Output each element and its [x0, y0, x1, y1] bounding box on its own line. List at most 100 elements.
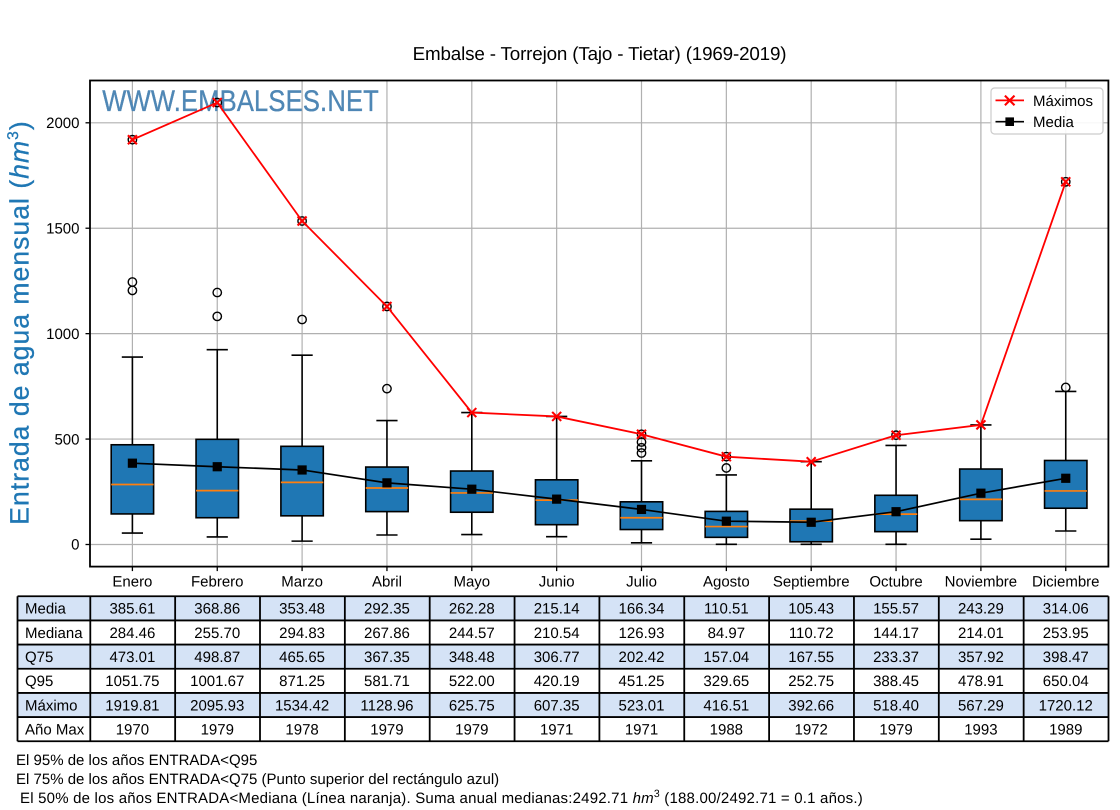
svg-text:1979: 1979 — [455, 721, 488, 738]
svg-text:385.61: 385.61 — [109, 601, 155, 618]
svg-text:Mediana: Mediana — [25, 625, 83, 642]
svg-text:Junio: Junio — [539, 574, 575, 591]
svg-text:314.06: 314.06 — [1043, 601, 1089, 618]
svg-text:2000: 2000 — [46, 115, 79, 132]
svg-text:WWW.EMBALSES.NET: WWW.EMBALSES.NET — [102, 85, 379, 118]
svg-text:478.91: 478.91 — [958, 673, 1004, 690]
svg-text:292.35: 292.35 — [364, 601, 410, 618]
svg-text:Embalse - Torrejon (Tajo - Tie: Embalse - Torrejon (Tajo - Tietar) (1969… — [413, 43, 787, 64]
svg-text:267.86: 267.86 — [364, 625, 410, 642]
svg-text:392.66: 392.66 — [788, 697, 834, 714]
svg-text:2095.93: 2095.93 — [190, 697, 244, 714]
svg-text:110.51: 110.51 — [704, 601, 749, 618]
svg-text:1001.67: 1001.67 — [190, 673, 244, 690]
svg-text:581.71: 581.71 — [364, 673, 410, 690]
svg-text:871.25: 871.25 — [279, 673, 325, 690]
svg-text:1500: 1500 — [46, 220, 79, 237]
svg-text:1993: 1993 — [964, 721, 997, 738]
svg-text:Entrada de agua mensual (hm3): Entrada de agua mensual (hm3) — [5, 120, 35, 524]
svg-text:1988: 1988 — [710, 721, 743, 738]
svg-text:El 95% de los años ENTRADA<Q95: El 95% de los años ENTRADA<Q95 — [16, 752, 257, 769]
svg-text:1051.75: 1051.75 — [105, 673, 159, 690]
svg-text:110.72: 110.72 — [789, 625, 834, 642]
svg-text:1979: 1979 — [879, 721, 912, 738]
svg-text:1919.81: 1919.81 — [105, 697, 159, 714]
svg-text:84.97: 84.97 — [708, 625, 746, 642]
svg-text:262.28: 262.28 — [449, 601, 495, 618]
svg-text:Año Max: Año Max — [25, 721, 85, 738]
svg-text:416.51: 416.51 — [703, 697, 749, 714]
svg-text:Octubre: Octubre — [869, 574, 922, 591]
svg-text:518.40: 518.40 — [873, 697, 919, 714]
svg-text:El 75% de los años ENTRADA<Q75: El 75% de los años ENTRADA<Q75 (Punto su… — [16, 771, 499, 788]
svg-text:367.35: 367.35 — [364, 649, 410, 666]
svg-text:388.45: 388.45 — [873, 673, 919, 690]
svg-text:420.19: 420.19 — [534, 673, 580, 690]
svg-text:244.57: 244.57 — [449, 625, 495, 642]
svg-text:625.75: 625.75 — [449, 697, 495, 714]
svg-text:348.48: 348.48 — [449, 649, 495, 666]
svg-text:Julio: Julio — [626, 574, 657, 591]
svg-text:Septiembre: Septiembre — [773, 574, 850, 591]
svg-text:Q75: Q75 — [25, 649, 53, 666]
svg-text:Q95: Q95 — [25, 673, 53, 690]
svg-text:650.04: 650.04 — [1043, 673, 1089, 690]
svg-text:465.65: 465.65 — [279, 649, 325, 666]
svg-text:El 50% de los años ENTRADA<Med: El 50% de los años ENTRADA<Mediana (Líne… — [20, 788, 863, 807]
svg-text:1979: 1979 — [370, 721, 403, 738]
svg-text:498.87: 498.87 — [194, 649, 240, 666]
svg-text:329.65: 329.65 — [703, 673, 749, 690]
svg-text:Máximo: Máximo — [25, 697, 78, 714]
svg-text:1971: 1971 — [540, 721, 573, 738]
svg-text:253.95: 253.95 — [1043, 625, 1089, 642]
svg-text:Enero: Enero — [112, 574, 152, 591]
svg-text:210.54: 210.54 — [534, 625, 580, 642]
svg-text:Media: Media — [1033, 114, 1075, 131]
svg-text:202.42: 202.42 — [619, 649, 665, 666]
svg-text:523.01: 523.01 — [619, 697, 665, 714]
svg-text:144.17: 144.17 — [873, 625, 919, 642]
svg-text:451.25: 451.25 — [619, 673, 665, 690]
svg-text:294.83: 294.83 — [279, 625, 325, 642]
svg-text:1000: 1000 — [46, 326, 79, 343]
svg-text:0: 0 — [71, 537, 79, 554]
svg-text:255.70: 255.70 — [194, 625, 240, 642]
svg-text:353.48: 353.48 — [279, 601, 325, 618]
svg-text:1978: 1978 — [285, 721, 318, 738]
svg-text:1972: 1972 — [795, 721, 828, 738]
svg-text:252.75: 252.75 — [788, 673, 834, 690]
svg-text:567.29: 567.29 — [958, 697, 1004, 714]
svg-text:607.35: 607.35 — [534, 697, 580, 714]
svg-text:1971: 1971 — [625, 721, 658, 738]
svg-text:368.86: 368.86 — [194, 601, 240, 618]
svg-text:233.37: 233.37 — [873, 649, 919, 666]
svg-text:126.93: 126.93 — [619, 625, 665, 642]
svg-text:284.46: 284.46 — [109, 625, 155, 642]
svg-text:306.77: 306.77 — [534, 649, 580, 666]
svg-text:Máximos: Máximos — [1033, 93, 1093, 110]
svg-text:105.43: 105.43 — [788, 601, 834, 618]
svg-text:157.04: 157.04 — [703, 649, 749, 666]
svg-text:357.92: 357.92 — [958, 649, 1004, 666]
svg-text:1970: 1970 — [116, 721, 149, 738]
svg-text:Abril: Abril — [372, 574, 402, 591]
svg-text:1534.42: 1534.42 — [275, 697, 329, 714]
svg-text:522.00: 522.00 — [449, 673, 495, 690]
svg-text:1720.12: 1720.12 — [1039, 697, 1093, 714]
svg-text:473.01: 473.01 — [109, 649, 155, 666]
svg-text:155.57: 155.57 — [873, 601, 919, 618]
svg-text:Marzo: Marzo — [281, 574, 323, 591]
svg-text:1128.96: 1128.96 — [360, 697, 413, 714]
svg-text:243.29: 243.29 — [958, 601, 1004, 618]
svg-text:Noviembre: Noviembre — [945, 574, 1018, 591]
svg-text:Febrero: Febrero — [191, 574, 244, 591]
svg-text:1979: 1979 — [201, 721, 234, 738]
svg-text:Media: Media — [25, 601, 67, 618]
svg-text:500: 500 — [54, 431, 79, 448]
svg-text:Agosto: Agosto — [703, 574, 750, 591]
svg-text:1989: 1989 — [1049, 721, 1082, 738]
svg-text:167.55: 167.55 — [788, 649, 834, 666]
svg-text:Diciembre: Diciembre — [1032, 574, 1100, 591]
svg-text:398.47: 398.47 — [1043, 649, 1089, 666]
svg-text:214.01: 214.01 — [958, 625, 1004, 642]
